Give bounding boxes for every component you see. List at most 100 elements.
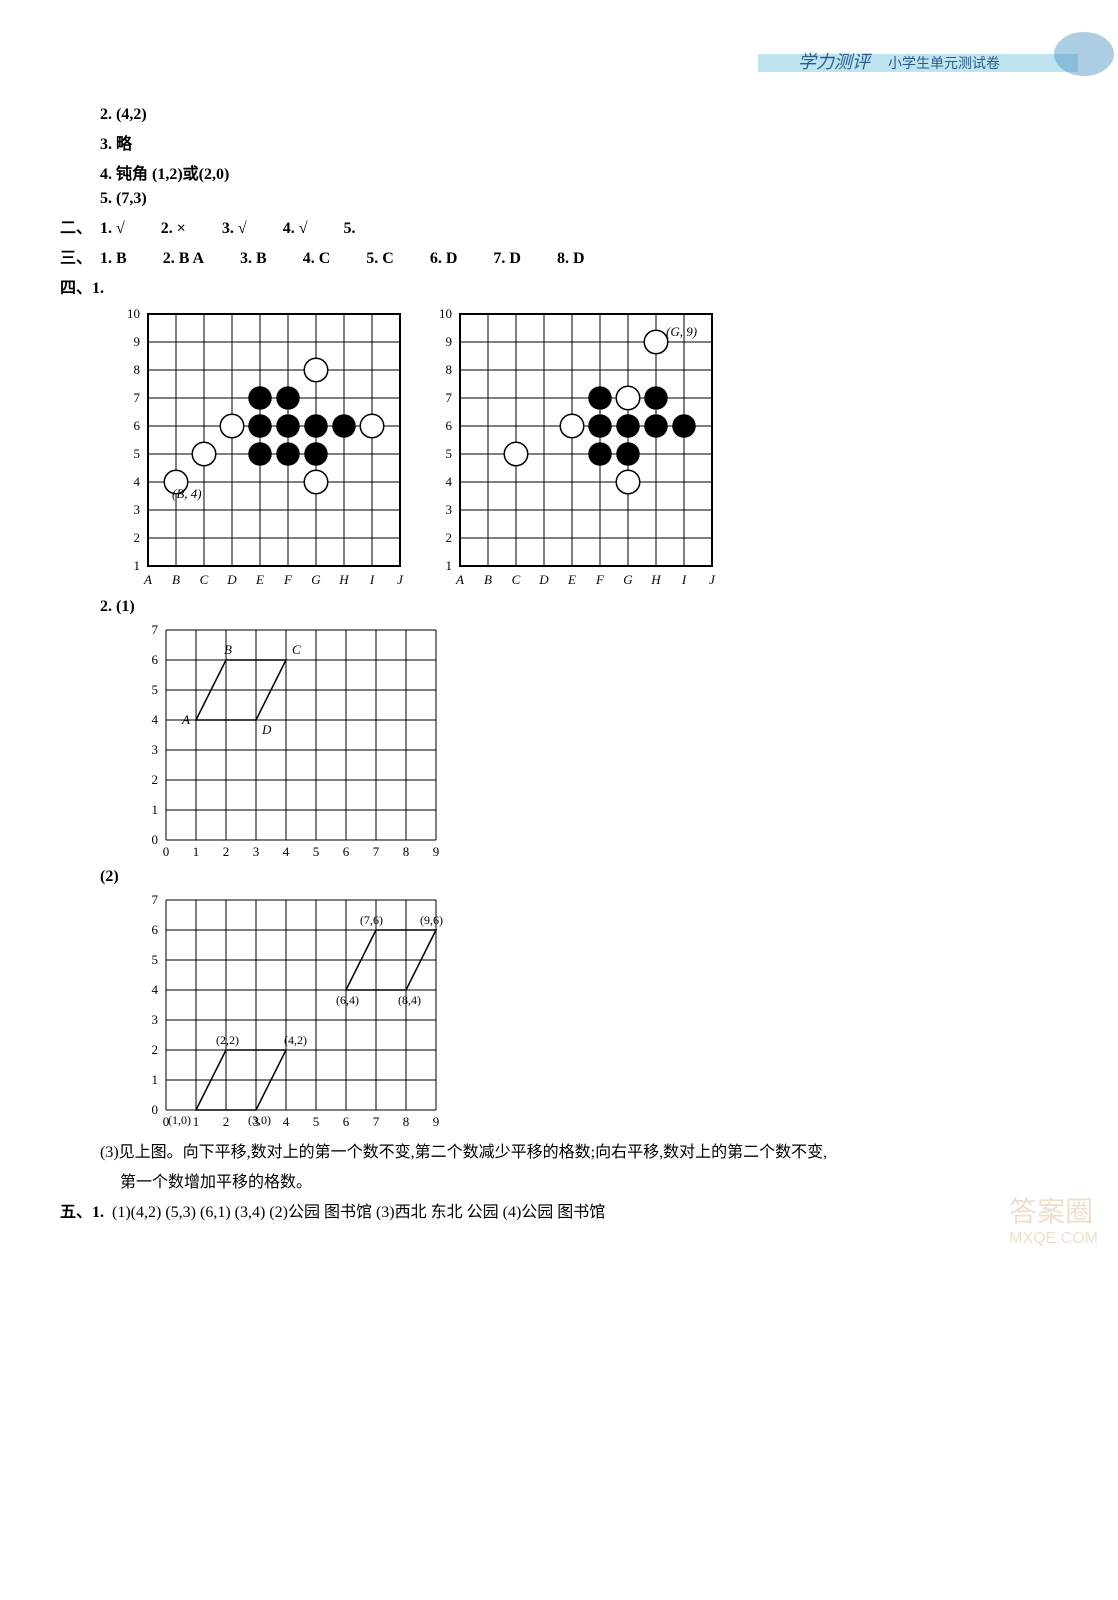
svg-text:3: 3 xyxy=(446,502,453,517)
svg-text:8: 8 xyxy=(134,362,141,377)
svg-text:0: 0 xyxy=(163,844,170,859)
svg-text:F: F xyxy=(595,572,605,587)
svg-text:2: 2 xyxy=(223,1114,230,1129)
svg-text:(6,4): (6,4) xyxy=(336,993,359,1007)
section-3: 三、 1. B 2. B A 3. B 4. C 5. C 6. D 7. D … xyxy=(60,244,1058,268)
svg-text:3: 3 xyxy=(152,742,159,757)
svg-text:C: C xyxy=(512,572,521,587)
svg-text:A: A xyxy=(181,712,190,727)
svg-text:6: 6 xyxy=(152,652,159,667)
sec2-i4: 4. √ xyxy=(283,220,308,238)
svg-text:5: 5 xyxy=(152,952,159,967)
svg-text:10: 10 xyxy=(439,306,452,321)
svg-text:3: 3 xyxy=(152,1012,159,1027)
q2-2-label: (2) xyxy=(60,868,1058,886)
q2-3-text2: 第一个数增加平移的格数。 xyxy=(60,1168,1058,1192)
svg-text:D: D xyxy=(261,722,272,737)
sec3-label: 三、 xyxy=(60,244,92,268)
svg-text:1: 1 xyxy=(193,1114,200,1129)
sec3-i1: 1. B xyxy=(100,250,127,268)
sec2-i2: 2. × xyxy=(161,220,186,238)
header-banner: 学力测评 小学生单元测试卷 xyxy=(758,30,1118,80)
svg-text:10: 10 xyxy=(127,306,140,321)
svg-text:4: 4 xyxy=(152,982,159,997)
coord-chart-2-2: 012345670123456789(1,0)(2,2)(4,2)(3,0)(6… xyxy=(60,892,1058,1132)
svg-text:0: 0 xyxy=(152,1102,159,1117)
section-2: 二、 1. √ 2. × 3. √ 4. √ 5. xyxy=(60,214,1058,238)
svg-text:E: E xyxy=(567,572,576,587)
svg-text:2: 2 xyxy=(152,772,159,787)
sec5-text: (1)(4,2) (5,3) (6,1) (3,4) (2)公园 图书馆 (3)… xyxy=(112,1198,605,1222)
svg-text:4: 4 xyxy=(283,1114,290,1129)
svg-text:6: 6 xyxy=(343,1114,350,1129)
sec2-i3: 3. √ xyxy=(222,220,247,238)
svg-text:H: H xyxy=(338,572,349,587)
svg-text:4: 4 xyxy=(446,474,453,489)
sec2-label: 二、 xyxy=(60,214,92,238)
svg-text:9: 9 xyxy=(446,334,453,349)
svg-text:3: 3 xyxy=(134,502,141,517)
svg-text:7: 7 xyxy=(152,892,159,907)
svg-text:8: 8 xyxy=(403,844,410,859)
svg-text:D: D xyxy=(226,572,237,587)
svg-text:C: C xyxy=(200,572,209,587)
svg-text:5: 5 xyxy=(313,1114,320,1129)
svg-text:7: 7 xyxy=(446,390,453,405)
svg-text:A: A xyxy=(455,572,464,587)
svg-text:(9,6): (9,6) xyxy=(420,913,443,927)
q2-3-text: (3)见上图。向下平移,数对上的第一个数不变,第二个数减少平移的格数;向右平移,… xyxy=(60,1138,1058,1162)
svg-text:5: 5 xyxy=(446,446,453,461)
svg-text:A: A xyxy=(143,572,152,587)
svg-text:9: 9 xyxy=(433,844,440,859)
svg-text:5: 5 xyxy=(313,844,320,859)
svg-text:7: 7 xyxy=(373,844,380,859)
svg-text:6: 6 xyxy=(134,418,141,433)
svg-text:0: 0 xyxy=(152,832,159,847)
svg-text:4: 4 xyxy=(152,712,159,727)
svg-text:(7,6): (7,6) xyxy=(360,913,383,927)
sec4-label: 四、1. xyxy=(60,274,104,298)
svg-text:6: 6 xyxy=(343,844,350,859)
svg-text:J: J xyxy=(709,572,716,587)
svg-text:2: 2 xyxy=(134,530,141,545)
svg-text:8: 8 xyxy=(403,1114,410,1129)
go-grid-2: 12345678910ABCDEFGHIJ(G, 9) xyxy=(432,306,720,590)
svg-text:(3,0): (3,0) xyxy=(248,1113,271,1127)
svg-text:G: G xyxy=(311,572,321,587)
sec3-i5: 5. C xyxy=(366,250,394,268)
sec3-i8: 8. D xyxy=(557,250,585,268)
section-5: 五、1. (1)(4,2) (5,3) (6,1) (3,4) (2)公园 图书… xyxy=(60,1198,1058,1222)
svg-text:5: 5 xyxy=(152,682,159,697)
svg-text:5: 5 xyxy=(134,446,141,461)
page-content: 2. (4,2) 3. 略 4. 钝角 (1,2)或(2,0) 5. (7,3)… xyxy=(0,0,1118,1268)
svg-text:E: E xyxy=(255,572,264,587)
ans-2: 2. (4,2) xyxy=(60,106,1058,124)
svg-text:7: 7 xyxy=(373,1114,380,1129)
sec3-i7: 7. D xyxy=(493,250,521,268)
svg-text:D: D xyxy=(538,572,549,587)
svg-text:2: 2 xyxy=(223,844,230,859)
sec5-label: 五、1. xyxy=(60,1198,104,1222)
svg-text:B: B xyxy=(224,642,232,657)
header-subtitle: 小学生单元测试卷 xyxy=(888,56,1000,72)
svg-text:2: 2 xyxy=(446,530,453,545)
svg-text:B: B xyxy=(172,572,180,587)
svg-text:1: 1 xyxy=(152,1072,159,1087)
svg-text:B: B xyxy=(484,572,492,587)
svg-text:8: 8 xyxy=(446,362,453,377)
svg-text:2: 2 xyxy=(152,1042,159,1057)
sec3-i3: 3. B xyxy=(240,250,267,268)
q2-1-label: 2. (1) xyxy=(60,598,1058,616)
sec3-i6: 6. D xyxy=(430,250,458,268)
svg-text:J: J xyxy=(397,572,404,587)
svg-text:3: 3 xyxy=(253,844,260,859)
sec2-i1: 1. √ xyxy=(100,220,125,238)
svg-text:9: 9 xyxy=(433,1114,440,1129)
svg-text:1: 1 xyxy=(134,558,141,573)
svg-text:H: H xyxy=(650,572,661,587)
svg-text:C: C xyxy=(292,642,301,657)
svg-text:4: 4 xyxy=(134,474,141,489)
go-grid-1: 12345678910ABCDEFGHIJ(B, 4) xyxy=(120,306,408,590)
svg-text:6: 6 xyxy=(446,418,453,433)
svg-text:(4,2): (4,2) xyxy=(284,1033,307,1047)
